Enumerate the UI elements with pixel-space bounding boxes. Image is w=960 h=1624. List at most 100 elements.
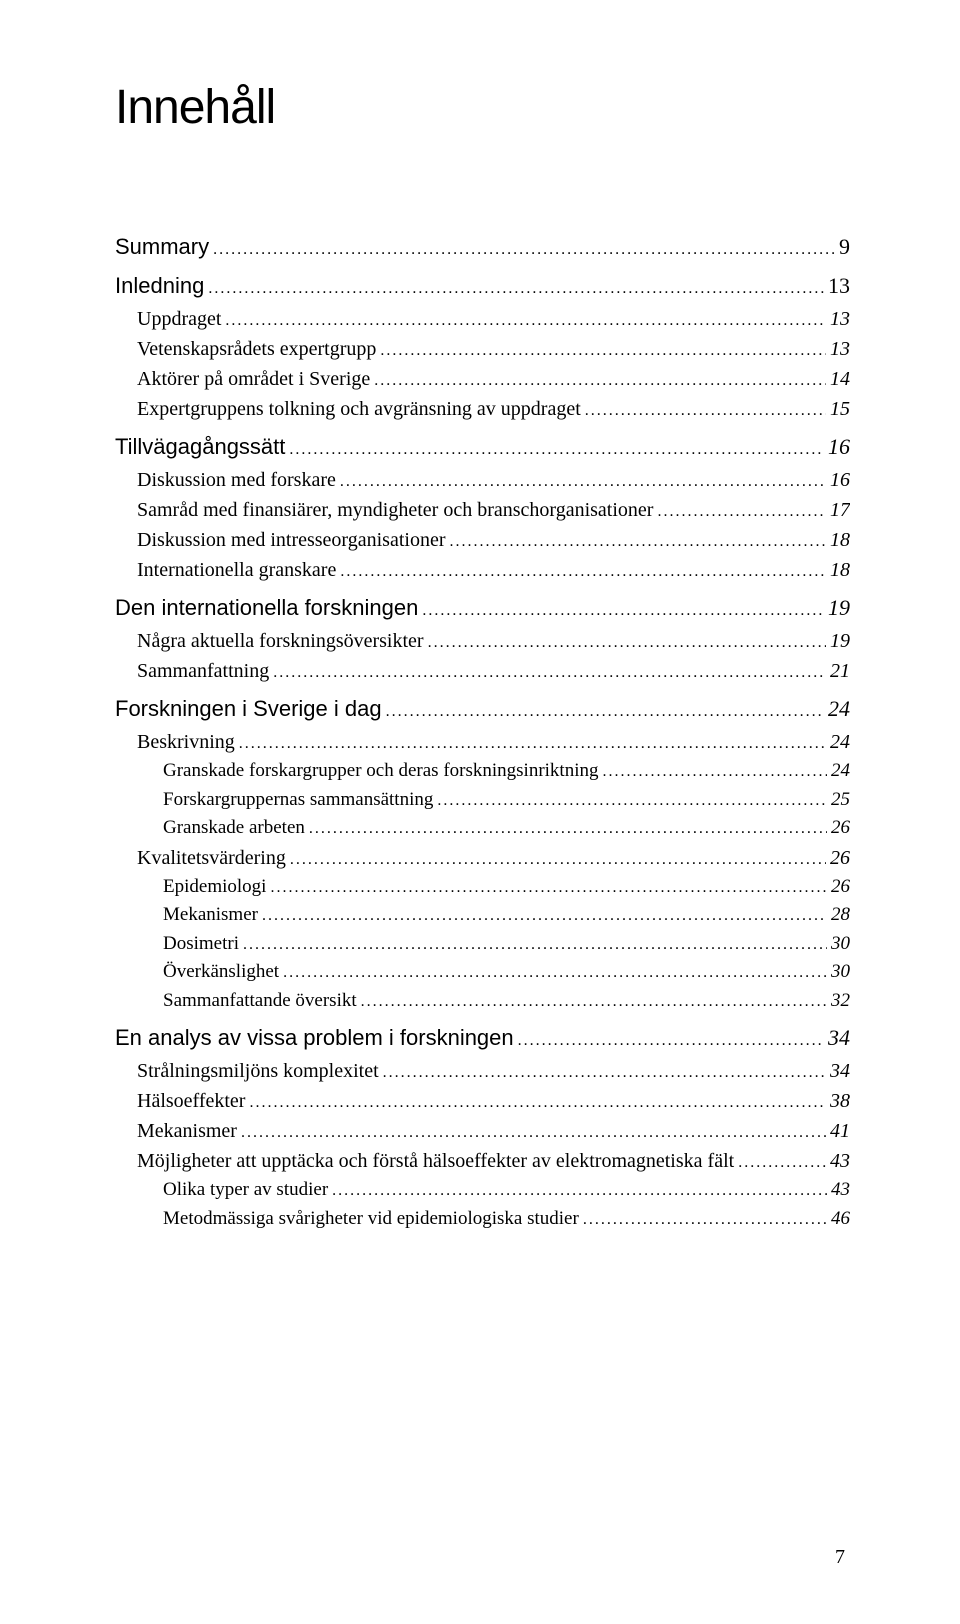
- toc-leader-dots: [380, 339, 826, 363]
- toc-entry: Mekanismer 41: [115, 1116, 850, 1146]
- toc-entry: Olika typer av studier43: [115, 1176, 850, 1205]
- toc-label: En analys av vissa problem i forskningen: [115, 1021, 514, 1054]
- toc-page: 9: [839, 230, 850, 263]
- toc-entry: Möjligheter att upptäcka och förstå häls…: [115, 1146, 850, 1176]
- toc-leader-dots: [428, 631, 826, 655]
- toc-leader-dots: [213, 238, 835, 262]
- toc-leader-dots: [738, 1151, 826, 1175]
- toc-page: 25: [831, 786, 850, 815]
- toc-leader-dots: [289, 438, 824, 462]
- toc-page: 24: [830, 727, 850, 757]
- toc-label: Forskargruppernas sammansättning: [163, 786, 433, 815]
- toc-label: Överkänslighet: [163, 958, 279, 987]
- toc-entry: Några aktuella forskningsöversikter 19: [115, 626, 850, 656]
- toc-label: Sammanfattning: [137, 656, 269, 686]
- toc-label: Granskade arbeten: [163, 814, 305, 843]
- toc-entry: Metodmässiga svårigheter vid epidemiolog…: [115, 1205, 850, 1234]
- toc-label: Internationella granskare: [137, 555, 336, 585]
- toc-label: Samråd med finansiärer, myndigheter och …: [137, 495, 653, 525]
- toc-label: Diskussion med forskare: [137, 465, 336, 495]
- toc-entry: Överkänslighet30: [115, 958, 850, 987]
- toc-label: Vetenskapsrådets expertgrupp: [137, 334, 376, 364]
- toc-page: 38: [830, 1086, 850, 1116]
- toc-entry: Sammanfattning 21: [115, 656, 850, 686]
- toc-entry: Beskrivning24: [115, 727, 850, 757]
- page-number: 7: [835, 1546, 845, 1569]
- toc-entry: Aktörer på området i Sverige 14: [115, 364, 850, 394]
- toc-leader-dots: [273, 661, 826, 685]
- toc-page: 28: [831, 901, 850, 930]
- toc-leader-dots: [340, 560, 826, 584]
- toc-entry: Diskussion med forskare16: [115, 465, 850, 495]
- toc-page: 14: [830, 364, 850, 394]
- toc-label: Hälsoeffekter: [137, 1086, 245, 1116]
- toc-page: 26: [831, 814, 850, 843]
- toc-label: Möjligheter att upptäcka och förstå häls…: [137, 1146, 734, 1176]
- toc-entry: Strålningsmiljöns komplexitet34: [115, 1056, 850, 1086]
- toc-page: 13: [830, 304, 850, 334]
- toc-entry: Internationella granskare18: [115, 555, 850, 585]
- toc-label: Mekanismer: [137, 1116, 237, 1146]
- toc-leader-dots: [290, 848, 826, 872]
- toc-page: 13: [828, 269, 850, 302]
- toc-page: 41: [830, 1116, 850, 1146]
- toc-leader-dots: [239, 732, 826, 756]
- toc-label: Mekanismer: [163, 901, 258, 930]
- toc-entry: Kvalitetsvärdering26: [115, 843, 850, 873]
- toc-leader-dots: [283, 961, 827, 985]
- toc-leader-dots: [270, 876, 827, 900]
- toc-leader-dots: [374, 369, 826, 393]
- toc-leader-dots: [386, 700, 824, 724]
- toc-label: Diskussion med intresseorganisationer: [137, 525, 445, 555]
- toc-page: 17: [830, 495, 850, 525]
- toc-entry: Tillvägagångssätt 16: [115, 430, 850, 463]
- toc-leader-dots: [602, 760, 827, 784]
- toc-entry: Vetenskapsrådets expertgrupp 13: [115, 334, 850, 364]
- toc-entry: Inledning 13: [115, 269, 850, 302]
- toc-page: 15: [830, 394, 850, 424]
- toc-entry: Summary 9: [115, 230, 850, 263]
- toc-leader-dots: [243, 933, 827, 957]
- toc-label: Expertgruppens tolkning och avgränsning …: [137, 394, 581, 424]
- toc-label: Dosimetri: [163, 930, 239, 959]
- toc-label: Summary: [115, 230, 209, 263]
- toc-page: 30: [831, 930, 850, 959]
- toc-label: Den internationella forskningen: [115, 591, 418, 624]
- toc-entry: Epidemiologi 26: [115, 873, 850, 902]
- toc-entry: Uppdraget 13: [115, 304, 850, 334]
- toc-leader-dots: [208, 277, 824, 301]
- toc-page: 26: [831, 873, 850, 902]
- toc-page: 26: [830, 843, 850, 873]
- toc-label: Olika typer av studier: [163, 1176, 328, 1205]
- toc-entry: Den internationella forskningen19: [115, 591, 850, 624]
- toc-label: Epidemiologi: [163, 873, 266, 902]
- toc-leader-dots: [340, 470, 826, 494]
- toc-leader-dots: [449, 530, 826, 554]
- toc-page: 19: [830, 626, 850, 656]
- table-of-contents: Summary9Inledning13Uppdraget13Vetenskaps…: [115, 230, 850, 1233]
- toc-label: Tillvägagångssätt: [115, 430, 285, 463]
- toc-page: 32: [831, 987, 850, 1016]
- toc-leader-dots: [332, 1179, 827, 1203]
- toc-label: Uppdraget: [137, 304, 221, 334]
- toc-leader-dots: [309, 817, 827, 841]
- toc-leader-dots: [437, 789, 827, 813]
- toc-page: 24: [831, 757, 850, 786]
- toc-label: Metodmässiga svårigheter vid epidemiolog…: [163, 1205, 579, 1234]
- toc-page: 16: [828, 430, 850, 463]
- toc-label: Inledning: [115, 269, 204, 302]
- toc-label: Aktörer på området i Sverige: [137, 364, 370, 394]
- toc-leader-dots: [518, 1029, 824, 1053]
- toc-leader-dots: [361, 990, 827, 1014]
- toc-page: 21: [830, 656, 850, 686]
- toc-entry: Mekanismer 28: [115, 901, 850, 930]
- toc-leader-dots: [583, 1208, 827, 1232]
- toc-page: 18: [830, 525, 850, 555]
- toc-label: Granskade forskargrupper och deras forsk…: [163, 757, 598, 786]
- toc-leader-dots: [249, 1091, 826, 1115]
- toc-leader-dots: [241, 1121, 826, 1145]
- toc-page: 13: [830, 334, 850, 364]
- toc-label: Några aktuella forskningsöversikter: [137, 626, 424, 656]
- toc-label: Forskningen i Sverige i dag: [115, 692, 382, 725]
- toc-entry: Forskargruppernas sammansättning 25: [115, 786, 850, 815]
